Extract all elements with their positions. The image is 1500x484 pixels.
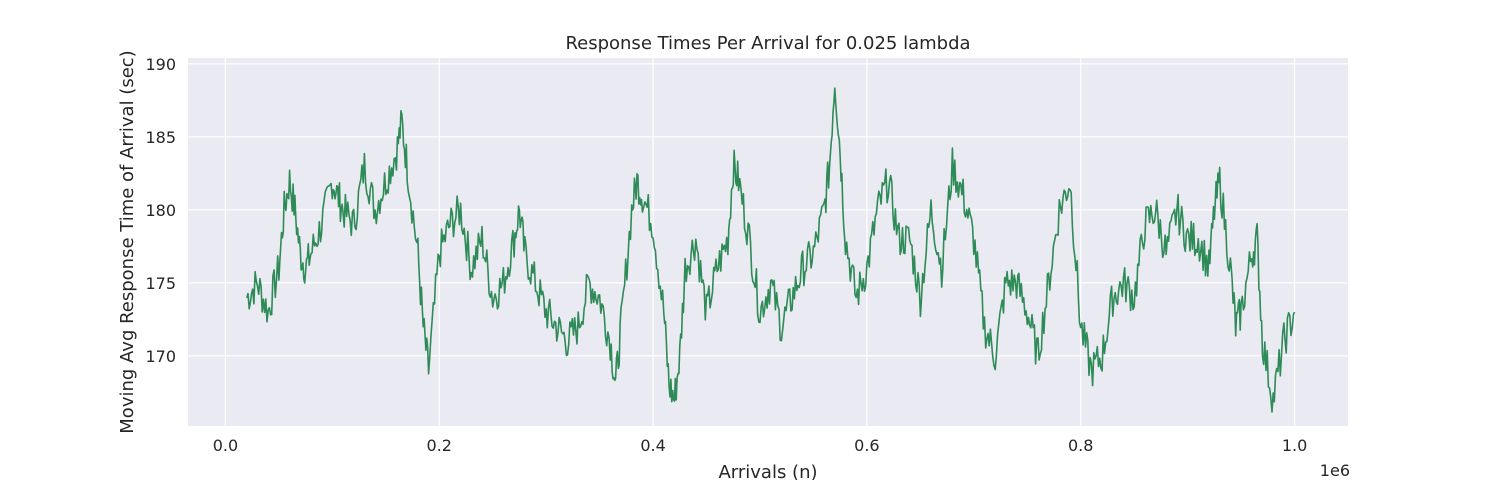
x-tick-label: 0.8	[1068, 436, 1093, 455]
x-tick-label: 0.2	[427, 436, 452, 455]
x-tick-label: 0.6	[854, 436, 879, 455]
x-tick-label: 0.4	[640, 436, 665, 455]
y-axis-label: Moving Avg Response Time of Arrival (sec…	[117, 50, 138, 433]
series-line	[246, 87, 1296, 413]
y-tick-label: 175	[145, 274, 176, 293]
x-tick-label: 1.0	[1282, 436, 1307, 455]
series-layer	[246, 87, 1296, 413]
x-axis-offset-label: 1e6	[1320, 461, 1350, 480]
chart-title: Response Times Per Arrival for 0.025 lam…	[565, 33, 970, 54]
y-axis-ticks: 170 175 180 185 190	[145, 55, 176, 366]
x-axis-label: Arrivals (n)	[718, 462, 817, 480]
y-tick-label: 180	[145, 201, 176, 220]
y-tick-label: 170	[145, 347, 176, 366]
plot-area	[188, 58, 1348, 426]
y-gridlines	[188, 63, 1348, 357]
x-tick-label: 0.0	[213, 436, 238, 455]
y-tick-label: 185	[145, 128, 176, 147]
x-axis-ticks: 0.0 0.2 0.4 0.6 0.8 1.0	[213, 436, 1308, 455]
y-tick-label: 190	[145, 55, 176, 74]
